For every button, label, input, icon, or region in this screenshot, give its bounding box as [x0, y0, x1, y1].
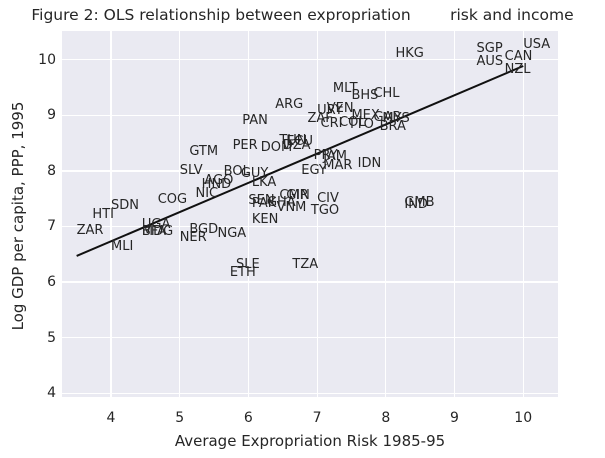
country-label-sdn: SDN	[110, 198, 139, 214]
regression-line	[76, 65, 524, 257]
regression-line-layer	[76, 65, 524, 257]
x-tick-label-9: 9	[450, 410, 459, 426]
country-label-tgo: TGO	[310, 203, 340, 219]
x-axis-label: Average Expropriation Risk 1985-95	[174, 432, 446, 450]
gridline-x-8	[385, 31, 387, 397]
country-label-eth: ETH	[229, 264, 256, 280]
country-label-gab: GAB	[373, 109, 402, 125]
country-label-uga: UGA	[141, 217, 171, 233]
country-label-zaf: ZAF	[307, 110, 333, 126]
country-label-bra: BRA	[379, 119, 406, 135]
country-label-egy: EGY	[301, 162, 327, 178]
country-label-vnm: VNM	[276, 199, 307, 215]
country-label-idn: IDN	[357, 156, 382, 172]
country-label-tun: TUN	[279, 133, 307, 149]
country-label-mar: MAR	[323, 157, 353, 173]
country-label-arg: ARG	[275, 97, 304, 113]
x-tick-label-4: 4	[106, 410, 116, 426]
gridline-y-9	[62, 114, 558, 116]
country-label-bol: BOL	[223, 163, 250, 179]
country-label-hti: HTI	[92, 207, 114, 223]
country-label-sen: SEN	[248, 193, 275, 209]
gridline-y-4	[62, 392, 558, 394]
chart-title: Figure 2: OLS relationship between expro…	[31, 6, 574, 24]
y-tick-label-10: 10	[38, 51, 56, 68]
country-label-nic: NIC	[195, 185, 219, 201]
x-tick-label-8: 8	[381, 410, 391, 426]
gridline-y-8	[62, 170, 558, 172]
country-label-dom: DOM	[260, 139, 293, 155]
x-tick-label-10: 10	[514, 410, 533, 426]
country-label-gin: GIN	[286, 188, 310, 204]
country-label-zar: ZAR	[76, 222, 104, 238]
country-label-pak: PAK	[251, 196, 277, 212]
country-label-cri: CRI	[320, 116, 343, 132]
country-label-ury: URY	[317, 102, 343, 118]
country-label-gha: GHA	[266, 194, 296, 210]
y-tick-label-4: 4	[47, 385, 56, 402]
gridline-x-5	[179, 31, 181, 397]
country-label-pan: PAN	[242, 113, 268, 129]
country-label-ken: KEN	[251, 212, 279, 228]
country-label-slv: SLV	[179, 162, 203, 178]
gridline-y-10	[62, 59, 558, 61]
country-label-ind: IND	[404, 197, 428, 213]
gridline-x-7	[316, 31, 318, 397]
country-label-ven: VEN	[326, 100, 354, 116]
gridline-y-7	[62, 225, 558, 228]
country-label-mex: MEX	[351, 107, 380, 123]
country-label-civ: CIV	[317, 191, 339, 207]
country-label-col: COL	[339, 114, 366, 130]
y-tick-label-9: 9	[47, 107, 56, 124]
country-label-per: PER	[232, 137, 258, 153]
country-label-bfa: BFA	[141, 223, 167, 239]
gridline-y-6	[62, 281, 558, 283]
gridline-x-6	[247, 31, 249, 397]
country-label-chl: CHL	[373, 85, 400, 101]
country-label-ago: AGO	[204, 172, 234, 188]
country-label-bgd: BGD	[189, 222, 219, 238]
gridline-y-5	[62, 336, 558, 339]
country-label-ecu: ECU	[286, 133, 313, 149]
gridline-x-10	[522, 31, 524, 397]
country-label-usa: USA	[523, 36, 551, 52]
y-tick-label-6: 6	[47, 274, 56, 291]
country-label-nzl: NZL	[504, 62, 531, 78]
country-label-cmr: CMR	[279, 187, 309, 203]
country-label-nga: NGA	[217, 226, 247, 242]
country-label-dza: DZA	[282, 138, 311, 154]
country-label-pry: PRY	[313, 148, 338, 164]
country-label-mys: MYS	[382, 110, 410, 126]
country-label-mdg: MDG	[141, 224, 174, 240]
country-label-hnd: HND	[201, 177, 232, 193]
country-label-bhs: BHS	[351, 88, 379, 104]
y-tick-label-5: 5	[47, 329, 56, 346]
country-label-gmb: GMB	[404, 194, 435, 210]
country-label-sle: SLE	[236, 257, 260, 273]
country-label-tto: TTO	[348, 117, 374, 133]
y-tick-label-8: 8	[47, 162, 56, 179]
country-label-guy: GUY	[240, 165, 269, 181]
gridline-x-4	[110, 31, 112, 397]
country-label-can: CAN	[504, 49, 533, 65]
country-label-cog: COG	[157, 192, 188, 208]
country-label-hkg: HKG	[395, 46, 424, 62]
country-label-sgp: SGP	[476, 40, 503, 56]
country-label-lka: LKA	[251, 174, 277, 190]
country-label-aus: AUS	[476, 54, 504, 70]
country-label-gtm: GTM	[189, 143, 219, 159]
x-tick-label-7: 7	[312, 410, 322, 426]
country-label-mlt: MLT	[332, 80, 358, 96]
x-tick-label-6: 6	[243, 410, 253, 426]
country-label-mli: MLI	[110, 239, 134, 255]
country-label-jam: JAM	[323, 149, 347, 165]
y-tick-label-7: 7	[47, 218, 56, 235]
country-label-tza: TZA	[292, 257, 319, 273]
plot-area: ZAR HTI MLI SDN BFA MDG UGA COG NER SLV BGD GTM NIC H…	[62, 31, 558, 397]
gridline-x-9	[453, 31, 456, 397]
country-label-ner: NER	[179, 230, 207, 246]
x-tick-label-5: 5	[175, 410, 185, 426]
